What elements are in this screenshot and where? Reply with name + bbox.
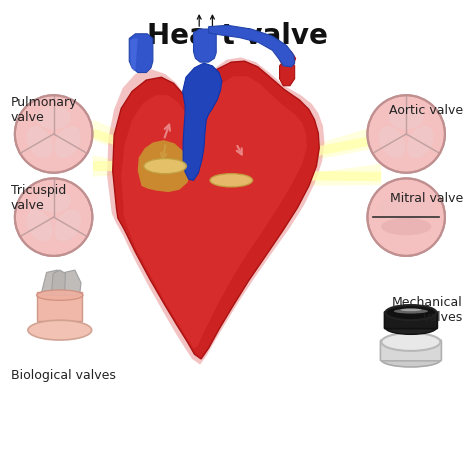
Ellipse shape [377, 197, 435, 219]
Ellipse shape [55, 126, 81, 158]
Ellipse shape [210, 173, 253, 187]
Ellipse shape [382, 333, 440, 351]
Text: Biological valves: Biological valves [11, 368, 116, 382]
Text: Tricuspid
valve: Tricuspid valve [11, 184, 66, 212]
Polygon shape [37, 292, 82, 320]
Polygon shape [62, 270, 81, 295]
Circle shape [367, 178, 445, 256]
Polygon shape [129, 34, 153, 73]
FancyBboxPatch shape [384, 312, 438, 328]
Polygon shape [51, 270, 65, 295]
Ellipse shape [36, 290, 83, 301]
Polygon shape [113, 61, 319, 359]
Polygon shape [288, 125, 381, 165]
Ellipse shape [26, 209, 53, 241]
Circle shape [367, 95, 445, 173]
Text: Mechanical
valves: Mechanical valves [392, 296, 463, 324]
Ellipse shape [144, 158, 186, 173]
Polygon shape [280, 52, 296, 69]
Text: Pulmonary
valve: Pulmonary valve [11, 96, 78, 124]
Ellipse shape [385, 305, 437, 320]
Polygon shape [121, 76, 307, 348]
Polygon shape [107, 57, 324, 365]
Text: Aortic valve: Aortic valve [389, 104, 463, 117]
Polygon shape [93, 128, 146, 156]
Polygon shape [280, 61, 295, 86]
Ellipse shape [381, 218, 431, 235]
Polygon shape [41, 270, 62, 295]
Ellipse shape [28, 320, 91, 340]
Polygon shape [93, 120, 147, 159]
Polygon shape [93, 156, 146, 176]
Ellipse shape [26, 126, 53, 158]
Polygon shape [290, 134, 381, 161]
Text: Mitral valve: Mitral valve [390, 192, 463, 205]
Ellipse shape [36, 106, 71, 129]
Polygon shape [138, 140, 191, 192]
Ellipse shape [394, 309, 428, 314]
Ellipse shape [400, 309, 421, 311]
Ellipse shape [36, 189, 71, 212]
Polygon shape [93, 161, 145, 171]
FancyBboxPatch shape [381, 340, 441, 361]
Ellipse shape [379, 126, 405, 158]
Ellipse shape [382, 353, 440, 367]
Ellipse shape [55, 209, 81, 241]
Polygon shape [182, 63, 222, 180]
Circle shape [15, 95, 92, 173]
Polygon shape [193, 29, 216, 62]
Polygon shape [130, 38, 138, 71]
Ellipse shape [389, 106, 424, 129]
Polygon shape [290, 171, 381, 181]
Polygon shape [288, 164, 381, 186]
Ellipse shape [407, 126, 434, 158]
Circle shape [15, 178, 92, 256]
Text: Heart valve: Heart valve [146, 22, 328, 50]
Ellipse shape [385, 321, 437, 334]
Polygon shape [209, 25, 295, 67]
